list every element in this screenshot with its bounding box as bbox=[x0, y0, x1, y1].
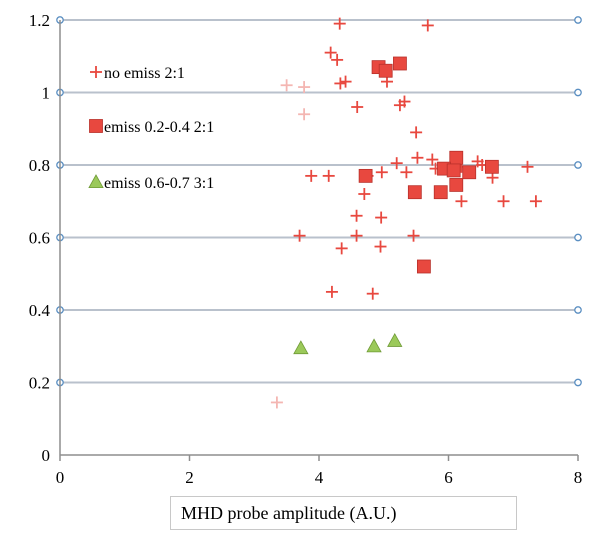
data-point bbox=[497, 195, 510, 208]
data-point bbox=[521, 160, 534, 173]
data-point bbox=[293, 340, 309, 355]
data-point bbox=[339, 75, 352, 88]
data-point bbox=[407, 185, 422, 200]
data-point bbox=[298, 81, 311, 94]
x-tick-label: 6 bbox=[444, 468, 453, 487]
data-point bbox=[446, 163, 461, 178]
data-point bbox=[331, 53, 344, 66]
data-point bbox=[358, 168, 373, 183]
y-tick-label: 1.2 bbox=[29, 11, 50, 30]
y-tick-labels: 0 0.2 0.4 0.6 0.8 1 1.2 bbox=[29, 11, 51, 465]
data-point bbox=[421, 19, 434, 32]
data-point bbox=[333, 17, 346, 30]
data-point bbox=[398, 95, 411, 108]
data-point bbox=[366, 338, 382, 353]
data-point bbox=[433, 185, 448, 200]
data-point bbox=[358, 188, 371, 200]
data-point bbox=[529, 195, 542, 208]
y-tick-label: 0.4 bbox=[29, 301, 51, 320]
data-point bbox=[449, 178, 464, 192]
data-point bbox=[375, 211, 388, 224]
data-point bbox=[350, 229, 363, 242]
x-tick-labels: 0 2 4 6 8 bbox=[56, 468, 583, 487]
gridline-end-marker bbox=[574, 88, 582, 97]
data-point bbox=[387, 332, 403, 347]
data-point bbox=[407, 229, 420, 242]
data-point bbox=[324, 46, 337, 59]
data-point bbox=[462, 165, 477, 180]
x-tick-label: 2 bbox=[185, 468, 194, 487]
data-point bbox=[305, 169, 318, 182]
legend-marker bbox=[88, 174, 104, 189]
data-point bbox=[325, 285, 338, 298]
x-axis-label: MHD probe amplitude (A.U.) bbox=[170, 496, 517, 530]
data-point bbox=[335, 242, 348, 255]
data-point bbox=[426, 153, 439, 166]
y-tick-label: 0.8 bbox=[29, 156, 50, 175]
y-tick-label: 0.2 bbox=[29, 374, 50, 393]
data-point bbox=[455, 195, 468, 208]
data-point bbox=[280, 79, 293, 92]
data-point bbox=[374, 240, 387, 253]
legend-marker bbox=[89, 119, 103, 133]
data-point bbox=[351, 101, 364, 113]
data-point bbox=[393, 56, 407, 71]
gridline-end-marker bbox=[574, 233, 582, 242]
data-points bbox=[270, 17, 542, 409]
data-point bbox=[334, 77, 347, 90]
data-point bbox=[298, 108, 311, 121]
data-point bbox=[375, 166, 388, 179]
legend: no emiss 2:1 emiss 0.2-0.4 2:1 emiss 0.6-0… bbox=[88, 65, 214, 192]
legend-marker bbox=[90, 66, 102, 78]
y-tick-label: 0 bbox=[42, 446, 51, 465]
data-point bbox=[322, 169, 335, 182]
legend-label: emiss 0.6-0.7 3:1 bbox=[104, 175, 214, 192]
data-point bbox=[411, 151, 424, 164]
data-point bbox=[293, 229, 306, 242]
data-point bbox=[378, 63, 393, 78]
gridline-end-marker bbox=[574, 161, 582, 169]
data-point bbox=[400, 166, 413, 179]
y-tick-label: 0.6 bbox=[29, 229, 50, 248]
axes bbox=[59, 20, 579, 461]
x-tick-label: 4 bbox=[315, 468, 324, 487]
data-point bbox=[416, 259, 431, 274]
x-tick-label: 8 bbox=[574, 468, 583, 487]
legend-label: emiss 0.2-0.4 2:1 bbox=[104, 119, 214, 136]
gridline-end-marker bbox=[574, 306, 582, 314]
data-point bbox=[350, 209, 363, 222]
gridline-end-marker bbox=[574, 16, 582, 24]
data-point bbox=[366, 287, 379, 300]
data-point bbox=[484, 159, 499, 174]
data-point bbox=[270, 396, 283, 409]
data-point bbox=[390, 157, 403, 170]
x-tick-label: 0 bbox=[56, 468, 65, 487]
data-point bbox=[449, 150, 464, 165]
gridline-end-marker bbox=[574, 378, 582, 387]
legend-label: no emiss 2:1 bbox=[104, 65, 185, 82]
y-tick-label: 1 bbox=[42, 84, 51, 103]
data-point bbox=[410, 126, 423, 139]
